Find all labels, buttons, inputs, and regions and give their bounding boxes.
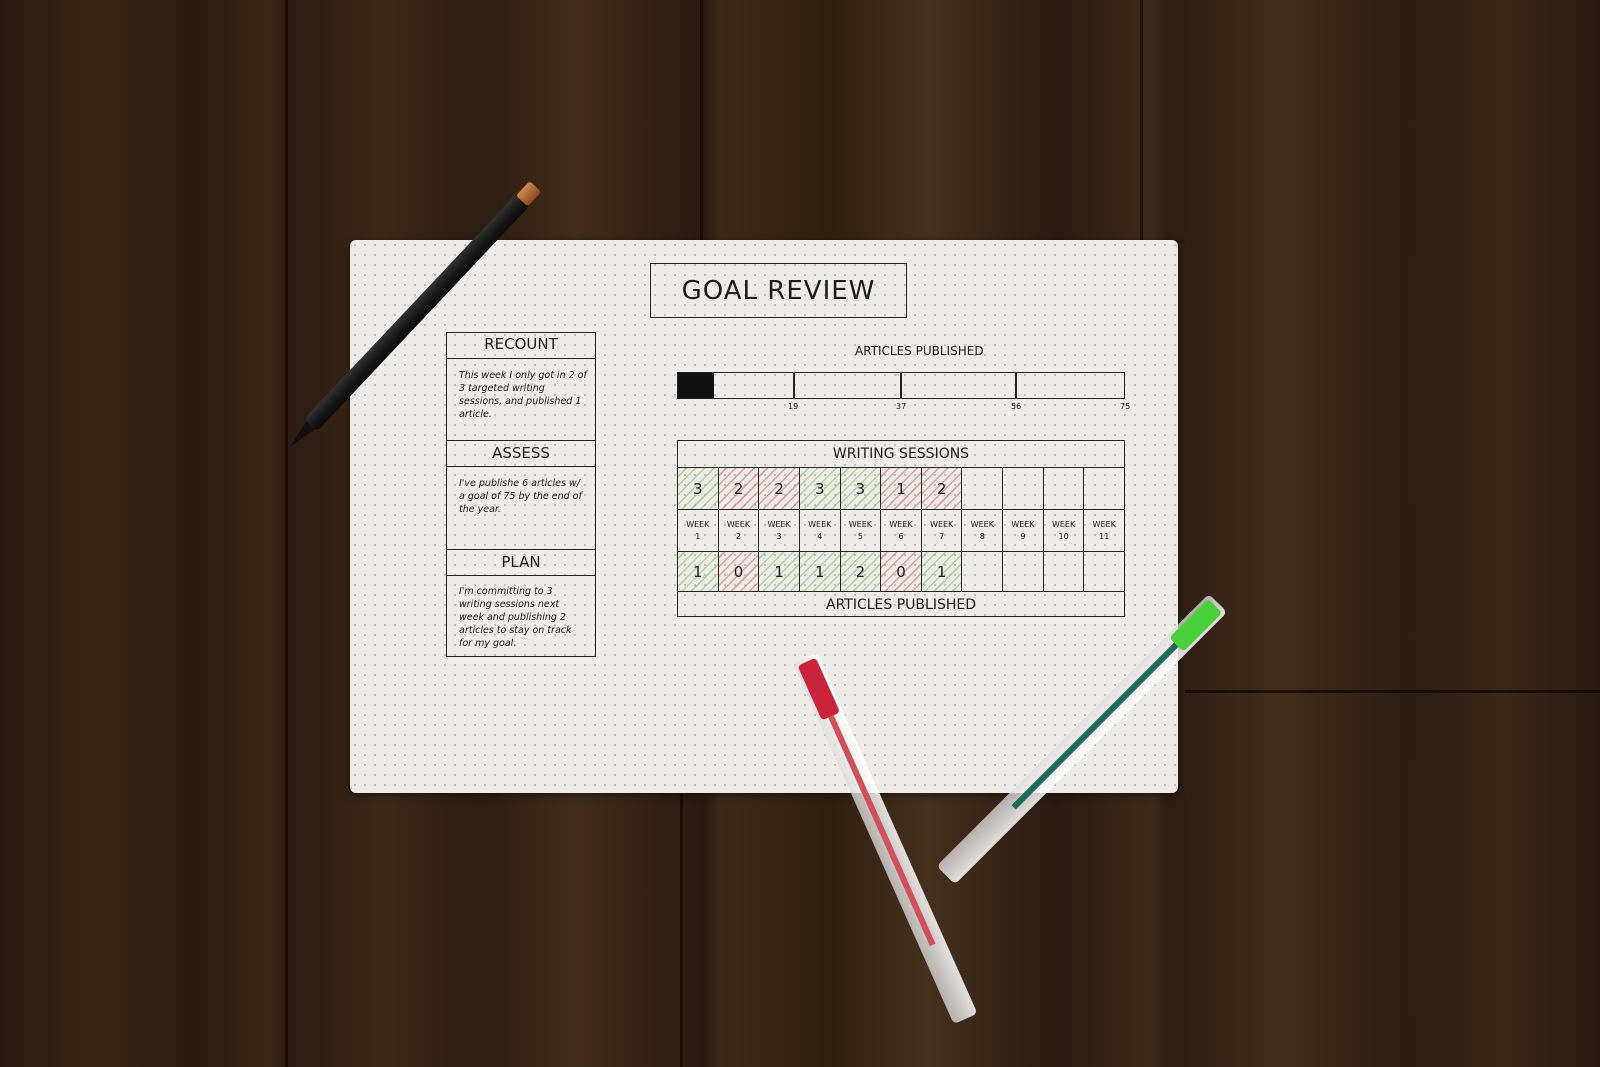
wood-seam xyxy=(285,0,288,1067)
articles-cell xyxy=(962,552,1004,591)
sessions-cell: 2 xyxy=(759,468,800,509)
week-label: WEEK xyxy=(1011,519,1035,529)
week-number: 6 xyxy=(898,531,904,541)
assess-text: I've publishe 6 articles w/ a goal of 75… xyxy=(459,478,582,515)
week-number: 1 xyxy=(695,531,701,541)
tick-label: 56 xyxy=(1011,402,1022,411)
week-label: WEEK xyxy=(726,519,751,529)
plan-text: I'm committing to 3 writing sessions nex… xyxy=(459,586,572,649)
week-label: WEEK xyxy=(1051,519,1076,529)
week-label: WEEK xyxy=(848,519,873,529)
sessions-cell: 2 xyxy=(921,468,963,509)
left-column: RECOUNT This week I only got in 2 of 3 t… xyxy=(446,332,596,657)
week-label: WEEK xyxy=(808,519,832,529)
week-label: WEEK xyxy=(970,519,994,529)
week-label: WEEK xyxy=(930,519,954,529)
wood-seam xyxy=(680,793,683,1067)
week-number: 3 xyxy=(776,531,782,541)
tick-label: 75 xyxy=(1120,402,1131,411)
week-cell: WEEK 6 xyxy=(881,510,922,551)
articles-cell: 1 xyxy=(799,552,841,591)
progress-bar xyxy=(677,372,1125,399)
articles-cell: 1 xyxy=(678,552,719,591)
week-number: 2 xyxy=(735,531,741,541)
wood-seam xyxy=(700,0,703,240)
sessions-cell: 1 xyxy=(881,468,922,509)
sessions-cell xyxy=(1003,468,1044,509)
plan-heading: PLAN xyxy=(447,549,595,576)
sessions-cell: 3 xyxy=(799,468,841,509)
articles-cell xyxy=(1084,552,1124,591)
wood-seam xyxy=(1185,690,1600,693)
week-cell: WEEK 10 xyxy=(1044,510,1085,551)
week-number: 9 xyxy=(1020,531,1026,541)
tick-label: 37 xyxy=(896,402,907,411)
articles-cell: 1 xyxy=(921,552,963,591)
sessions-cell: 3 xyxy=(678,468,719,509)
week-cell: WEEK 9 xyxy=(1003,510,1044,551)
tick xyxy=(1015,373,1017,398)
table-header: WRITING SESSIONS xyxy=(832,446,970,462)
recount-text: This week I only got in 2 of 3 targeted … xyxy=(459,370,587,420)
week-label: WEEK xyxy=(686,519,710,529)
wood-seam xyxy=(1140,0,1143,240)
table-footer: ARTICLES PUBLISHED xyxy=(826,597,976,613)
week-number: 5 xyxy=(857,531,863,541)
week-number: 10 xyxy=(1058,531,1069,541)
articles-cell: 0 xyxy=(718,552,760,591)
week-cell: WEEK 5 xyxy=(841,510,882,551)
recount-heading: RECOUNT xyxy=(447,332,595,359)
week-cell: WEEK 1 xyxy=(678,510,719,551)
progress-fill xyxy=(678,373,714,398)
week-cell: WEEK 11 xyxy=(1084,510,1124,551)
tick-label: 19 xyxy=(788,402,799,411)
week-cell: WEEK 2 xyxy=(719,510,760,551)
weeks-row: WEEK 1 WEEK 2 WEEK 3 WEEK 4 WEEK 5 WEEK 6 WEEK 7 WEEK 8… xyxy=(678,509,1124,551)
week-cell: WEEK 3 xyxy=(759,510,800,551)
assess-heading: ASSESS xyxy=(447,440,595,467)
week-number: 7 xyxy=(939,531,945,541)
sessions-cell: 2 xyxy=(718,468,760,509)
week-label: WEEK xyxy=(767,519,791,529)
page-title: GOAL REVIEW xyxy=(650,263,907,318)
articles-cell: 1 xyxy=(759,552,800,591)
week-label: WEEK xyxy=(1092,519,1116,529)
week-number: 11 xyxy=(1099,531,1110,541)
tick xyxy=(793,373,795,398)
sessions-cell xyxy=(962,468,1004,509)
week-label: WEEK xyxy=(889,519,913,529)
articles-cell xyxy=(1003,552,1044,591)
sessions-cell: 3 xyxy=(840,468,882,509)
articles-cell: 0 xyxy=(881,552,922,591)
progress-label: ARTICLES PUBLISHED xyxy=(855,344,984,358)
week-cell: WEEK 7 xyxy=(922,510,963,551)
sessions-cell xyxy=(1084,468,1124,509)
tick xyxy=(900,373,902,398)
articles-cell: 2 xyxy=(840,552,882,591)
week-number: 8 xyxy=(979,531,985,541)
notebook-page: GOAL REVIEW RECOUNT This week I only got… xyxy=(350,240,1178,793)
week-number: 4 xyxy=(817,531,823,541)
week-cell: WEEK 8 xyxy=(962,510,1004,551)
week-cell: WEEK 4 xyxy=(800,510,841,551)
articles-cell xyxy=(1044,552,1085,591)
sessions-cell xyxy=(1044,468,1085,509)
